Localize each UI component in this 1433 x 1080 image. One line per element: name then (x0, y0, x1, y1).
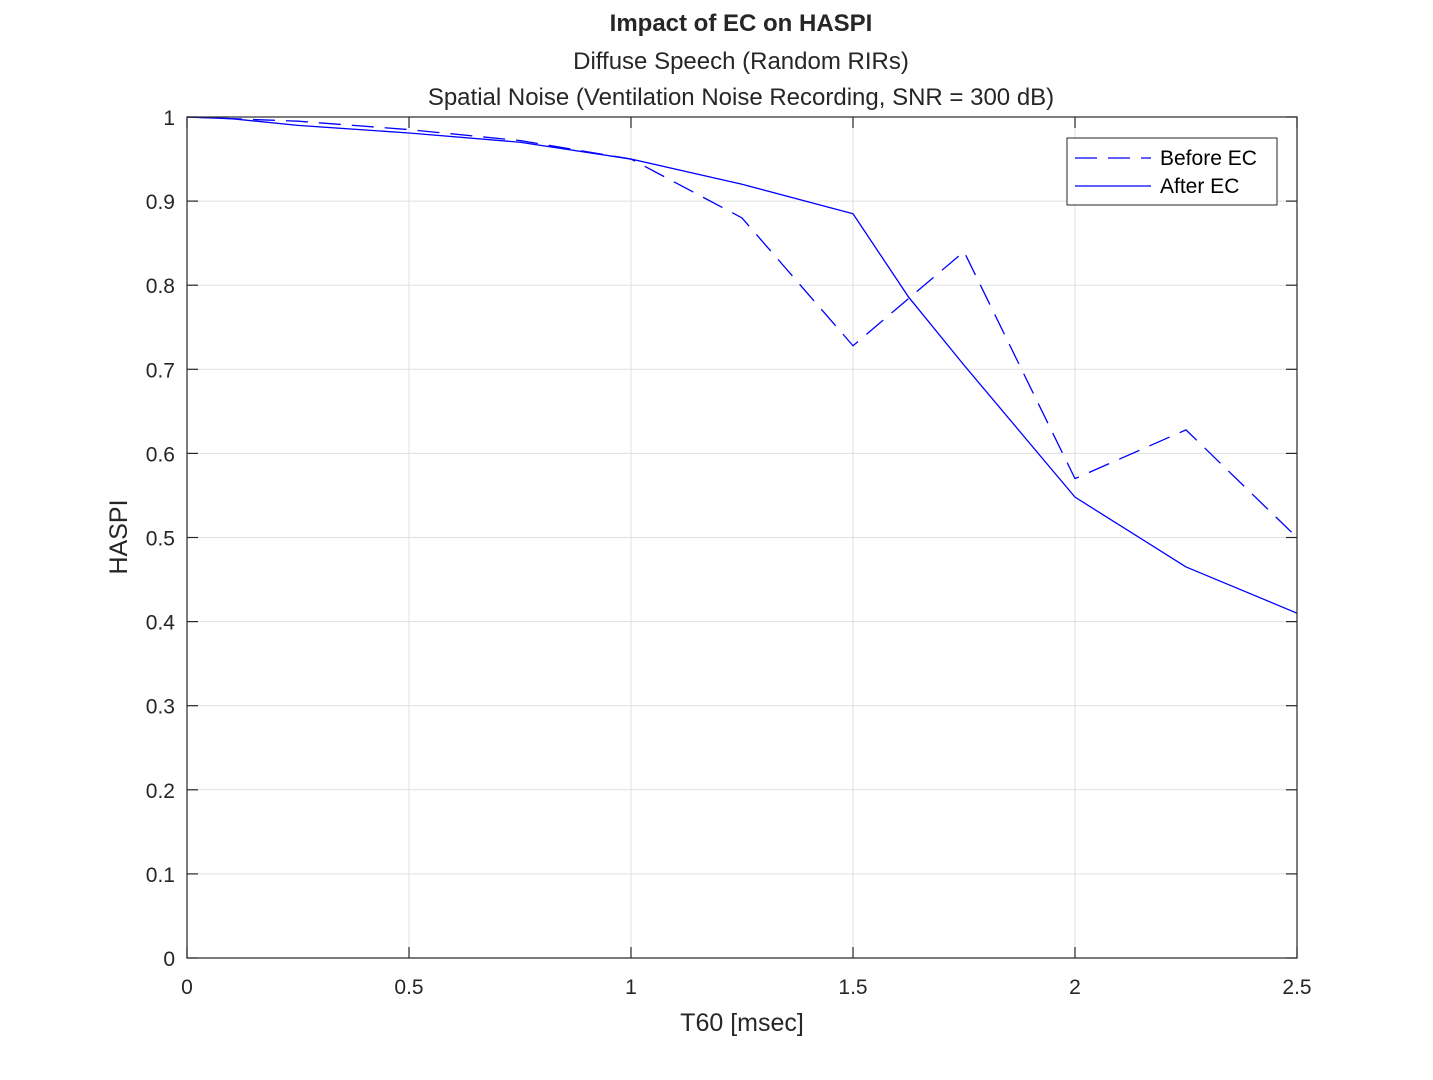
y-tick-label: 0.5 (146, 528, 175, 551)
y-tick-label: 0.4 (146, 612, 176, 635)
legend-label-before-ec: Before EC (1160, 147, 1257, 170)
x-tick-label: 1.5 (838, 976, 867, 999)
legend-box (1066, 137, 1278, 206)
x-tick-label: 2 (1069, 976, 1081, 999)
chart-subtitle-1: Diffuse Speech (Random RIRs) (573, 48, 909, 75)
x-axis-label: T60 [msec] (680, 1009, 804, 1037)
y-tick-label: 0.9 (146, 191, 175, 214)
x-tick-label: 1 (625, 976, 637, 999)
y-tick-label: 0.1 (146, 864, 175, 887)
chart-title: Impact of EC on HASPI (610, 10, 873, 37)
y-axis-label: HASPI (105, 499, 133, 574)
grid (187, 117, 1297, 958)
chart-subtitle-2: Spatial Noise (Ventilation Noise Recordi… (428, 84, 1054, 111)
legend: Before EC After EC (1066, 137, 1278, 206)
y-tick-label: 0 (163, 948, 175, 971)
x-tick-label: 0 (181, 976, 193, 999)
y-tick-label: 0.7 (146, 359, 175, 382)
y-tick-label: 1 (163, 107, 175, 130)
y-tick-label: 0.8 (146, 275, 175, 298)
y-tick-label: 0.6 (146, 443, 175, 466)
series-line-after-ec (186, 116, 1298, 614)
x-tick-label: 2.5 (1282, 976, 1311, 999)
x-tick-label: 0.5 (394, 976, 423, 999)
legend-label-after-ec: After EC (1160, 175, 1239, 198)
series-line-before-ec (186, 116, 1298, 538)
series-lines (186, 116, 1298, 614)
y-tick-label: 0.2 (146, 780, 175, 803)
axis-ticks: 0 0.5 1 1.5 2 2.5 0 0.1 0.2 0.3 0.4 0.5 0.6 0.7 0.8 0.9… (146, 107, 1312, 999)
y-tick-label: 0.3 (146, 696, 175, 719)
